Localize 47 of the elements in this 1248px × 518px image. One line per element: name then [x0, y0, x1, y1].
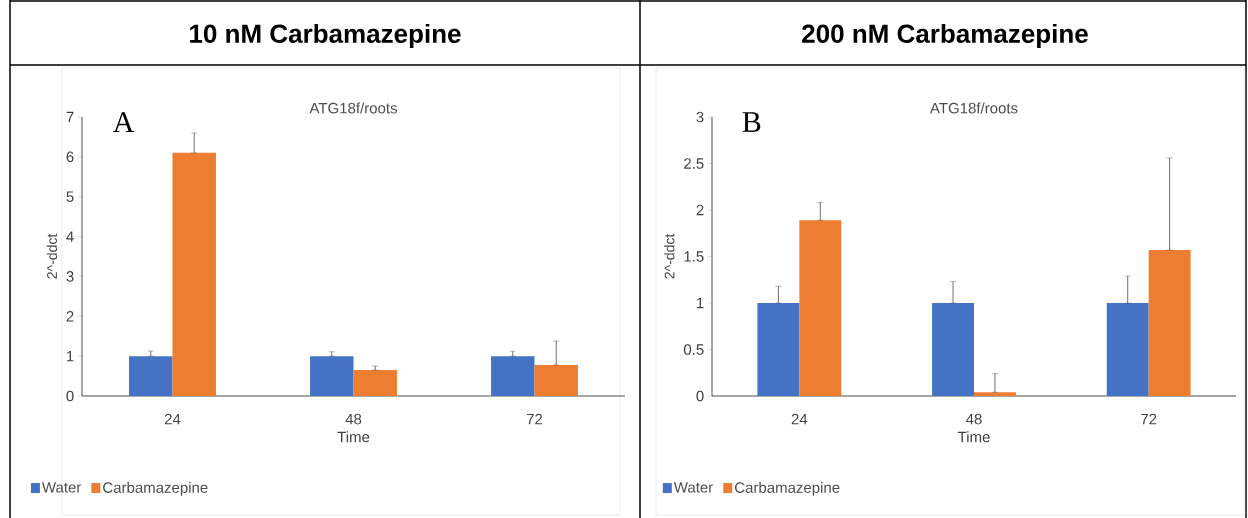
bar — [310, 356, 354, 396]
legend-label: Water — [673, 482, 713, 493]
y-tick-label: 7 — [66, 111, 74, 123]
y-tick-label: 3 — [66, 271, 74, 282]
chart-subtitle: ATG18f/roots — [929, 102, 1018, 114]
x-axis-title: Time — [957, 431, 990, 443]
y-tick-label: 2 — [696, 204, 704, 216]
x-tick-label: 72 — [526, 413, 543, 425]
annotation: A — [112, 112, 135, 132]
y-tick-label: 1 — [67, 350, 74, 362]
chart-title: 200 nM Carbamazepine — [802, 23, 1088, 49]
legend-label: Carbamazepine — [735, 481, 840, 496]
y-tick-label: 4 — [66, 231, 74, 242]
y-tick-label: 1.5 — [684, 251, 704, 262]
x-tick-label: 24 — [164, 413, 181, 425]
y-tick-label: 0.5 — [683, 344, 704, 355]
bar — [757, 302, 800, 396]
bar — [799, 220, 842, 396]
x-axis-title: Time — [337, 431, 370, 443]
bar — [129, 356, 173, 396]
bar — [1148, 249, 1191, 396]
y-tick-label: 6 — [66, 151, 74, 163]
y-tick-label: 3 — [696, 111, 704, 123]
bar — [353, 370, 397, 396]
bar — [172, 152, 216, 396]
y-tick-label: 2 — [66, 311, 74, 322]
y-tick-label: 2.5 — [684, 158, 704, 169]
y-tick-label: 1 — [697, 297, 704, 309]
annotation: B — [742, 112, 761, 132]
y-axis-title: 2^-ddct — [46, 233, 58, 279]
bar — [1106, 302, 1149, 396]
y-tick-label: 0 — [696, 390, 704, 402]
y-axis-title: 2^-ddct — [664, 233, 675, 279]
chart-title: 10 nM Carbamazepine — [190, 23, 461, 49]
y-tick-label: 0 — [66, 390, 74, 402]
x-tick-label: 24 — [791, 413, 808, 425]
chart-subtitle: ATG18f/roots — [309, 102, 398, 114]
bar — [534, 364, 578, 396]
y-tick-label: 5 — [66, 191, 74, 202]
legend-label: Carbamazepine — [103, 481, 208, 496]
x-tick-label: 48 — [966, 413, 982, 425]
legend-label: Water — [41, 482, 82, 493]
bar — [932, 302, 974, 396]
x-tick-label: 48 — [345, 413, 362, 425]
bar — [974, 392, 1016, 396]
x-tick-label: 72 — [1141, 413, 1157, 425]
bar — [491, 356, 535, 396]
